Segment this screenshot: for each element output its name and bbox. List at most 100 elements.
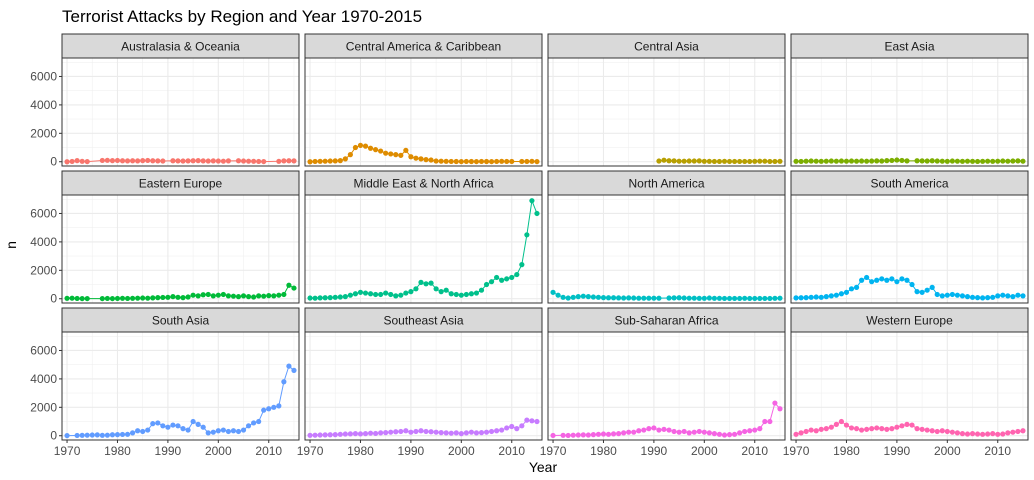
data-point xyxy=(924,287,930,293)
data-point xyxy=(550,432,556,439)
data-point xyxy=(899,423,905,429)
panel-border xyxy=(547,57,786,167)
data-point xyxy=(706,430,712,436)
data-point xyxy=(716,295,723,301)
data-point xyxy=(661,157,667,163)
data-point xyxy=(347,292,353,298)
data-point xyxy=(859,427,865,433)
data-point xyxy=(990,158,996,164)
data-point xyxy=(974,158,981,165)
data-point xyxy=(109,158,116,164)
facet-strip-label: Sub-Saharan Africa xyxy=(614,314,718,328)
data-point xyxy=(762,295,768,302)
data-point xyxy=(686,430,692,436)
data-point xyxy=(453,291,459,298)
data-point xyxy=(195,293,201,299)
data-point xyxy=(904,158,910,164)
data-point xyxy=(124,295,131,302)
data-point xyxy=(534,210,540,217)
facet-strip xyxy=(790,170,1029,196)
data-point xyxy=(610,295,617,301)
x-tick-label: 1970 xyxy=(540,444,567,458)
x-tick-label: 2010 xyxy=(498,444,525,458)
data-point xyxy=(519,423,525,429)
data-point xyxy=(864,274,870,281)
data-point xyxy=(185,158,191,164)
data-point xyxy=(711,431,718,437)
data-point xyxy=(79,295,85,302)
data-point xyxy=(240,427,247,433)
data-point xyxy=(954,158,961,164)
data-point xyxy=(276,158,282,164)
data-point xyxy=(190,158,196,164)
data-point xyxy=(711,158,718,165)
data-point xyxy=(575,294,581,300)
data-point xyxy=(195,158,201,164)
data-point xyxy=(423,281,429,287)
data-point xyxy=(828,424,834,430)
facet-strip xyxy=(304,33,543,59)
data-point xyxy=(666,427,672,433)
data-point xyxy=(590,432,596,438)
data-point xyxy=(119,431,126,438)
facet-strip-label: Middle East & North Africa xyxy=(353,177,493,191)
data-point xyxy=(160,158,166,164)
data-point xyxy=(509,274,515,281)
data-point xyxy=(114,157,121,164)
data-point xyxy=(367,145,374,151)
series-line xyxy=(310,198,538,299)
data-point xyxy=(378,291,384,298)
data-point xyxy=(170,294,176,300)
data-point xyxy=(170,158,176,164)
data-point xyxy=(869,279,875,285)
data-point xyxy=(468,291,474,297)
data-point xyxy=(934,158,940,164)
data-point xyxy=(170,422,176,428)
data-point xyxy=(84,432,90,438)
panel-background xyxy=(305,58,542,166)
data-point xyxy=(995,158,1001,164)
data-point xyxy=(747,428,753,434)
data-point xyxy=(418,428,424,434)
data-point xyxy=(99,157,105,164)
data-point xyxy=(367,291,374,297)
data-point xyxy=(1005,158,1011,164)
data-point xyxy=(1015,428,1021,435)
data-point xyxy=(74,432,80,439)
data-point xyxy=(798,430,804,436)
data-point xyxy=(458,292,464,298)
data-point xyxy=(276,403,282,409)
data-point xyxy=(813,294,819,300)
data-point xyxy=(423,157,429,163)
data-point xyxy=(145,157,151,164)
data-point xyxy=(483,281,490,288)
data-point xyxy=(519,262,525,268)
data-point xyxy=(939,158,945,164)
data-point xyxy=(524,232,530,238)
data-point xyxy=(215,292,221,298)
panel-border xyxy=(547,331,786,441)
data-point xyxy=(899,157,905,164)
data-point xyxy=(929,428,935,434)
x-tick-label: 1980 xyxy=(590,444,617,458)
data-point xyxy=(413,155,419,161)
data-point xyxy=(428,429,434,435)
data-point xyxy=(398,152,404,158)
data-point xyxy=(565,295,571,301)
data-point xyxy=(671,295,677,301)
data-point xyxy=(109,432,116,438)
data-point xyxy=(200,292,206,298)
facet-eastern-europe: Eastern Europe 0 2000 4000 6000 xyxy=(30,170,300,306)
facet-south-america: South America xyxy=(790,170,1029,304)
facet-panels: Australasia & Oceania 0 2000 4000 6000 Centra… xyxy=(30,33,1029,458)
data-point xyxy=(109,295,116,302)
data-point xyxy=(332,158,338,164)
panel-background xyxy=(62,58,299,166)
data-point xyxy=(626,429,632,435)
data-point xyxy=(423,428,429,435)
data-point xyxy=(919,426,925,432)
data-point xyxy=(874,158,880,164)
data-point xyxy=(879,276,885,282)
data-point xyxy=(823,426,829,432)
data-point xyxy=(230,293,237,299)
